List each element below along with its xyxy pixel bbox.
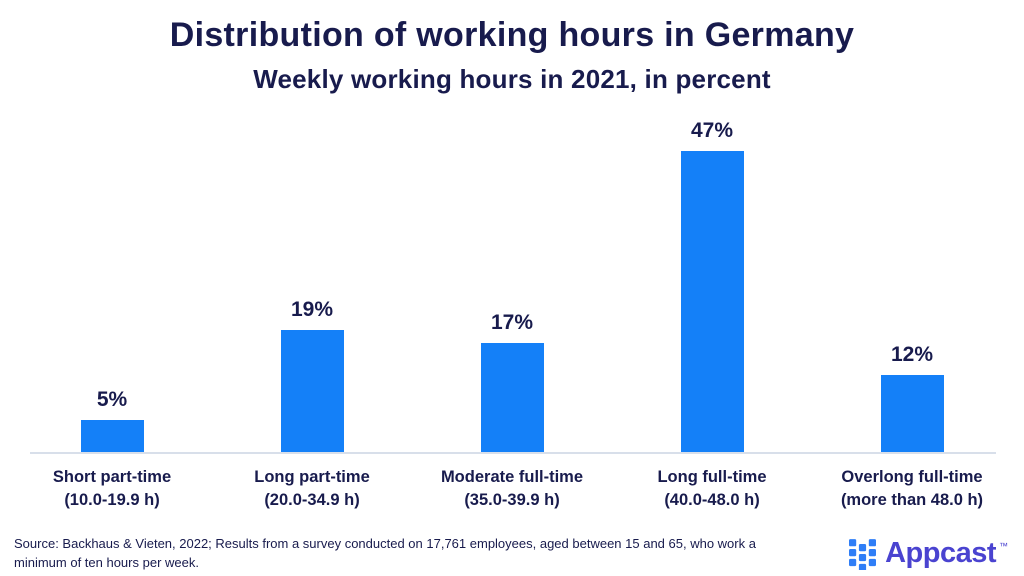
- trademark-mark: ™: [999, 541, 1008, 551]
- chart-title: Distribution of working hours in Germany: [169, 16, 855, 54]
- category-range: (10.0-19.9 h): [64, 491, 160, 509]
- category-name: Overlong full-time: [841, 468, 983, 486]
- bar-group: 12%: [812, 342, 1012, 452]
- category-range: (20.0-34.9 h): [264, 491, 360, 509]
- category-label: Overlong full-time (more than 48.0 h): [812, 466, 1012, 512]
- category-label: Moderate full-time (35.0-39.9 h): [412, 466, 612, 512]
- bar: [880, 375, 944, 452]
- appcast-squares-icon: [849, 539, 877, 570]
- bar: [680, 151, 744, 452]
- bar-value-label: 12%: [890, 343, 934, 366]
- bar: [80, 420, 144, 452]
- bar-group: 19%: [212, 297, 412, 452]
- bar-group: 47%: [612, 118, 812, 452]
- category-range: (40.0-48.0 h): [664, 491, 760, 509]
- category-range: (more than 48.0 h): [840, 491, 984, 509]
- category-name: Long part-time: [254, 468, 370, 486]
- category-name: Long full-time: [657, 468, 767, 486]
- x-axis-line: [30, 452, 996, 454]
- bar-group: 5%: [12, 387, 212, 452]
- bar-value-label: 47%: [690, 119, 734, 142]
- bar-value-label: 5%: [96, 388, 128, 411]
- chart-subtitle: Weekly working hours in 2021, in percent: [253, 64, 771, 94]
- category-range: (35.0-39.9 h): [464, 491, 560, 509]
- bar-chart: 5% 19% 17% 47% 12% Short part-time (10.0-19.9…: [12, 110, 1012, 512]
- bar: [280, 330, 344, 452]
- category-axis: Short part-time (10.0-19.9 h) Long part-ti…: [12, 466, 1012, 512]
- category-name: Short part-time: [52, 468, 172, 486]
- bar: [480, 343, 544, 452]
- appcast-logo-text: Appcast: [885, 537, 996, 569]
- plot-area: 5% 19% 17% 47% 12%: [12, 110, 1012, 452]
- appcast-logo: Appcast ™: [849, 537, 1008, 570]
- bar-value-label: 17%: [490, 311, 534, 334]
- bar-value-label: 19%: [290, 298, 334, 321]
- bar-group: 17%: [412, 310, 612, 452]
- category-label: Long part-time (20.0-34.9 h): [212, 466, 412, 512]
- source-note: Source: Backhaus & Vieten, 2022; Results…: [14, 536, 756, 570]
- category-name: Moderate full-time: [440, 468, 584, 486]
- category-label: Long full-time (40.0-48.0 h): [612, 466, 812, 512]
- category-label: Short part-time (10.0-19.9 h): [12, 466, 212, 512]
